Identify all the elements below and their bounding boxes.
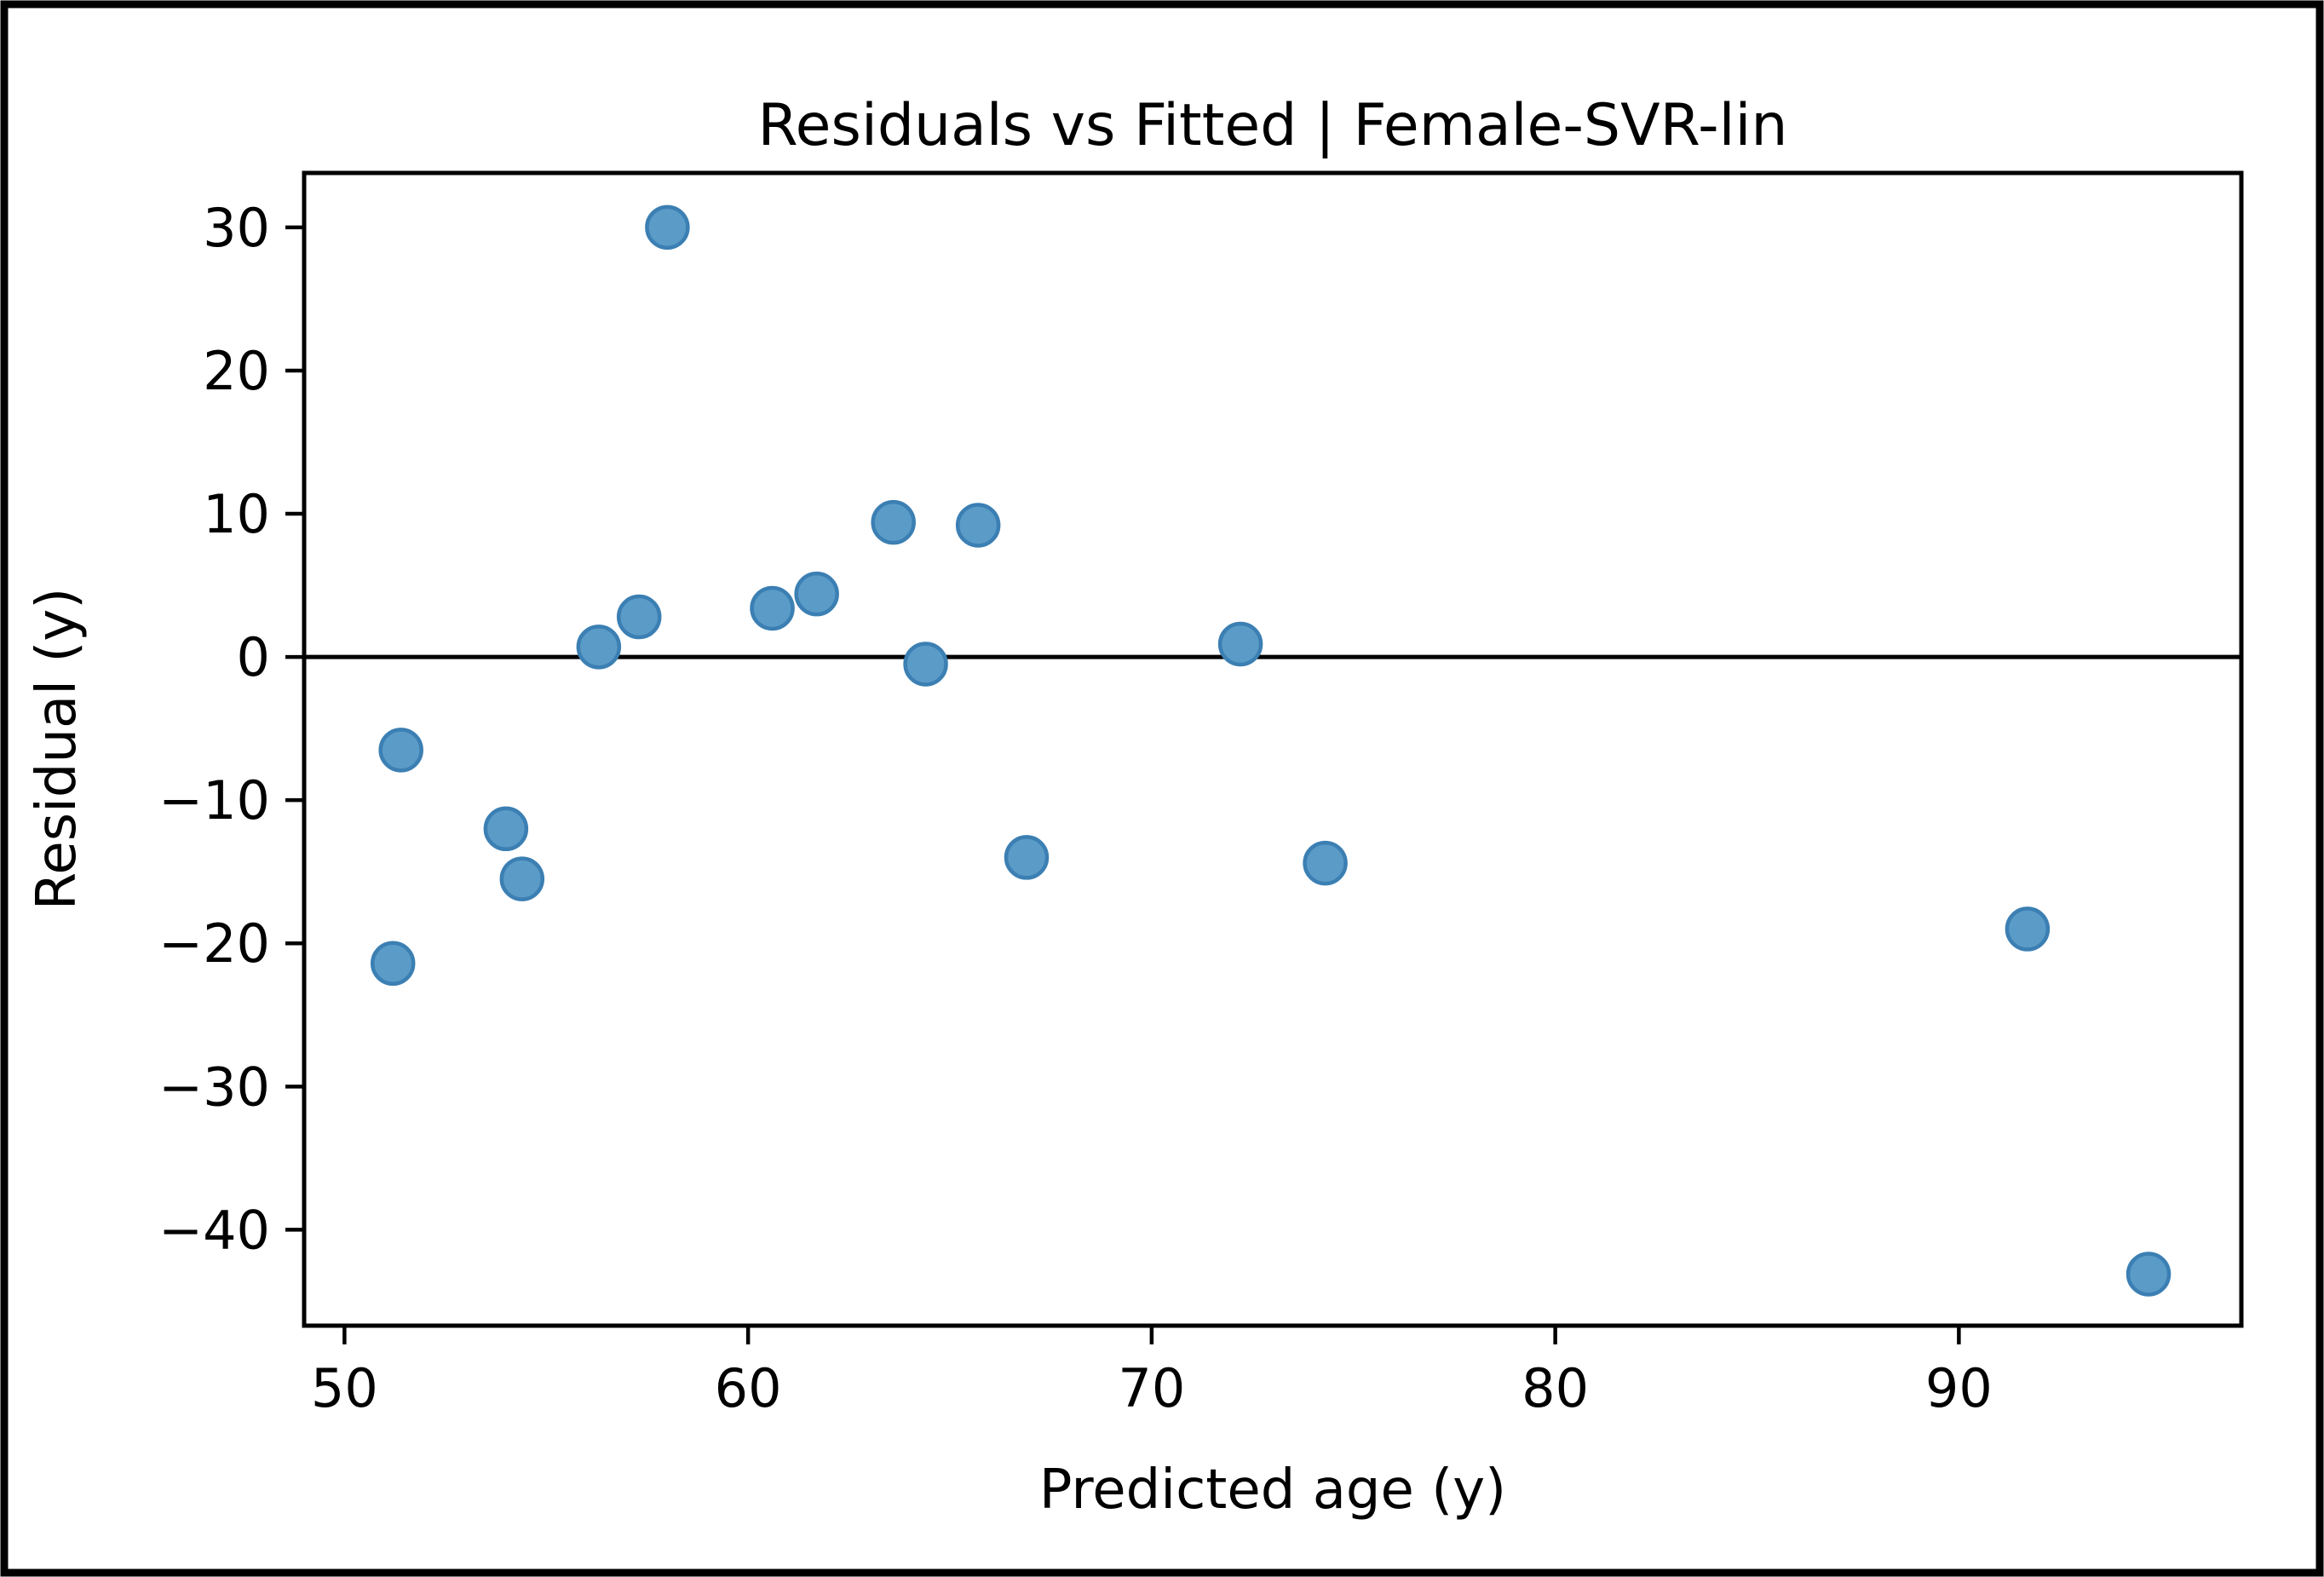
chart-title: Residuals vs Fitted | Female-SVR-lin bbox=[757, 92, 1787, 159]
x-axis-label: Predicted age (y) bbox=[1039, 1459, 1506, 1522]
x-tick-label: 80 bbox=[1522, 1357, 1589, 1419]
y-tick-label: 10 bbox=[203, 483, 270, 545]
data-point bbox=[483, 806, 529, 852]
x-tick-label: 50 bbox=[311, 1357, 378, 1419]
data-point bbox=[378, 728, 423, 773]
data-point bbox=[370, 941, 416, 987]
y-tick-label: −10 bbox=[158, 769, 270, 832]
y-tick-label: 30 bbox=[203, 197, 270, 259]
data-point bbox=[955, 503, 1001, 548]
y-tick-label: −30 bbox=[158, 1056, 270, 1118]
data-point bbox=[645, 204, 690, 250]
x-tick-label: 70 bbox=[1118, 1357, 1185, 1419]
data-point bbox=[903, 642, 948, 687]
data-point bbox=[1303, 840, 1348, 886]
data-point bbox=[750, 585, 795, 631]
data-point bbox=[576, 624, 622, 670]
axis-ticks: 50 60 70 80 90 30 20 10 0 −10 −20 −30 −40 bbox=[158, 197, 1993, 1419]
y-tick-label: 0 bbox=[237, 626, 270, 688]
y-tick-label: −20 bbox=[158, 912, 270, 975]
y-tick-label: 20 bbox=[203, 340, 270, 402]
data-points bbox=[370, 204, 2172, 1297]
data-point bbox=[1217, 621, 1263, 667]
data-point bbox=[616, 594, 662, 640]
plot-area-border bbox=[302, 170, 2244, 1328]
x-tick-label: 60 bbox=[715, 1357, 782, 1419]
y-axis-label: Residual (y) bbox=[26, 588, 89, 910]
data-point bbox=[2126, 1252, 2172, 1297]
data-point bbox=[499, 856, 545, 901]
data-point bbox=[871, 499, 916, 545]
y-tick-label: −40 bbox=[158, 1199, 270, 1261]
data-point bbox=[1004, 835, 1050, 880]
data-point bbox=[2005, 906, 2051, 952]
data-point bbox=[794, 571, 839, 617]
x-tick-label: 90 bbox=[1925, 1357, 1993, 1419]
